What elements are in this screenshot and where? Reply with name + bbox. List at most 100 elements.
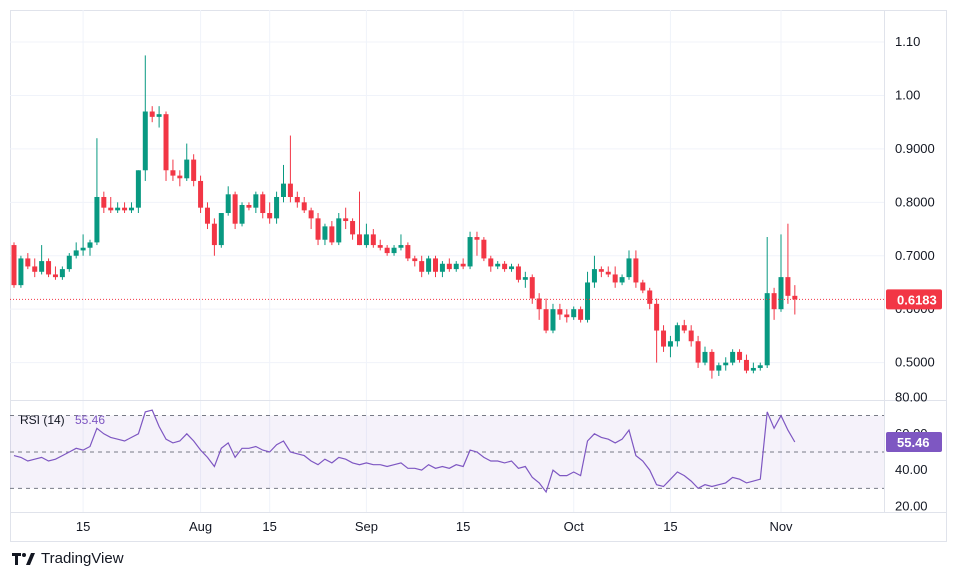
candle-body: [343, 218, 349, 222]
rsi-value-badge-bg: [886, 432, 942, 453]
tradingview-brand[interactable]: TradingView: [12, 550, 124, 567]
candle-body: [467, 237, 473, 267]
candle-body: [681, 325, 687, 331]
candle-up: [115, 202, 121, 214]
candle-body: [557, 309, 563, 315]
candle-body: [66, 255, 72, 270]
candle-body: [32, 266, 38, 272]
candle-up: [218, 213, 224, 248]
candle-body: [274, 196, 280, 219]
candle-up: [66, 253, 72, 272]
candle-body: [370, 234, 376, 246]
candle-down: [350, 218, 356, 240]
candle-down: [695, 335, 701, 368]
candle-body: [391, 247, 397, 254]
time-tick-label: 15: [262, 519, 276, 534]
candle-up: [585, 271, 591, 323]
candle-body: [398, 245, 404, 248]
candle-up: [156, 106, 162, 128]
candle-down: [785, 223, 791, 304]
candle-body: [792, 295, 798, 300]
candle-body: [709, 351, 715, 371]
candle-body: [11, 245, 17, 286]
candle-body: [80, 247, 86, 251]
candle-body: [363, 234, 369, 246]
candle-body: [350, 221, 356, 235]
rsi-pane: [10, 409, 884, 494]
candle-body: [633, 258, 639, 283]
candle-up: [18, 255, 24, 288]
candle-body: [405, 245, 411, 259]
rsi-legend[interactable]: RSI (14) 55.46: [20, 413, 105, 427]
candle-down: [605, 266, 611, 278]
candle-body: [225, 194, 231, 214]
candle-body: [308, 210, 314, 219]
candle-up: [723, 357, 729, 371]
candle-down: [246, 202, 252, 211]
candle-body: [191, 159, 197, 181]
candle-up: [336, 213, 342, 246]
candle-down: [681, 319, 687, 334]
candle-up: [702, 346, 708, 366]
candle-down: [515, 263, 521, 283]
candle-body: [59, 269, 65, 278]
candle-body: [101, 196, 107, 208]
candle-body: [433, 258, 439, 272]
candle-up: [439, 261, 445, 278]
candle-down: [792, 285, 798, 315]
candle-down: [267, 202, 273, 224]
candle-body: [39, 261, 45, 272]
candle-down: [633, 250, 639, 288]
candle-down: [232, 191, 238, 230]
rsi-value-badge: 55.46: [886, 432, 942, 453]
candle-down: [315, 213, 321, 246]
candle-body: [605, 271, 611, 275]
candle-body: [412, 258, 418, 262]
candle-down: [11, 242, 17, 288]
candle-down: [771, 287, 777, 320]
candle-down: [737, 349, 743, 363]
candle-body: [149, 111, 155, 117]
candle-down: [294, 191, 300, 208]
candle-up: [73, 242, 79, 259]
time-tick-label: 15: [456, 519, 470, 534]
candle-body: [232, 194, 238, 224]
candle-up: [730, 349, 736, 366]
candle-body: [426, 258, 432, 272]
candle-body: [329, 226, 335, 243]
candle-body: [778, 277, 784, 310]
candle-down: [46, 258, 52, 278]
candle-body: [771, 293, 777, 310]
candle-down: [661, 325, 667, 352]
candle-body: [743, 359, 749, 371]
candle-body: [723, 362, 729, 366]
candle-body: [647, 290, 653, 304]
candle-body: [246, 205, 252, 208]
candle-body: [550, 309, 556, 331]
candle-down: [122, 202, 128, 214]
candle-down: [177, 170, 183, 187]
candle-body: [253, 194, 259, 208]
candle-down: [198, 175, 204, 214]
time-tick-label: 15: [76, 519, 90, 534]
candle-body: [46, 261, 52, 275]
candle-body: [184, 159, 190, 179]
candle-body: [695, 341, 701, 363]
candle-up: [59, 266, 65, 280]
price-tick-label: 0.8000: [895, 194, 935, 209]
candle-body: [750, 367, 756, 371]
candle-body: [640, 282, 646, 291]
candle-up: [619, 274, 625, 286]
candle-up: [764, 237, 770, 368]
candle-body: [667, 341, 673, 347]
candle-up: [225, 186, 231, 216]
candle-body: [73, 250, 79, 256]
candle-up: [571, 306, 577, 320]
candle-body: [52, 274, 58, 278]
candle-up: [667, 335, 673, 358]
candle-body: [315, 218, 321, 240]
current-price-badge: 0.6183: [886, 289, 942, 310]
candle-up: [94, 138, 100, 246]
candle-body: [716, 365, 722, 371]
